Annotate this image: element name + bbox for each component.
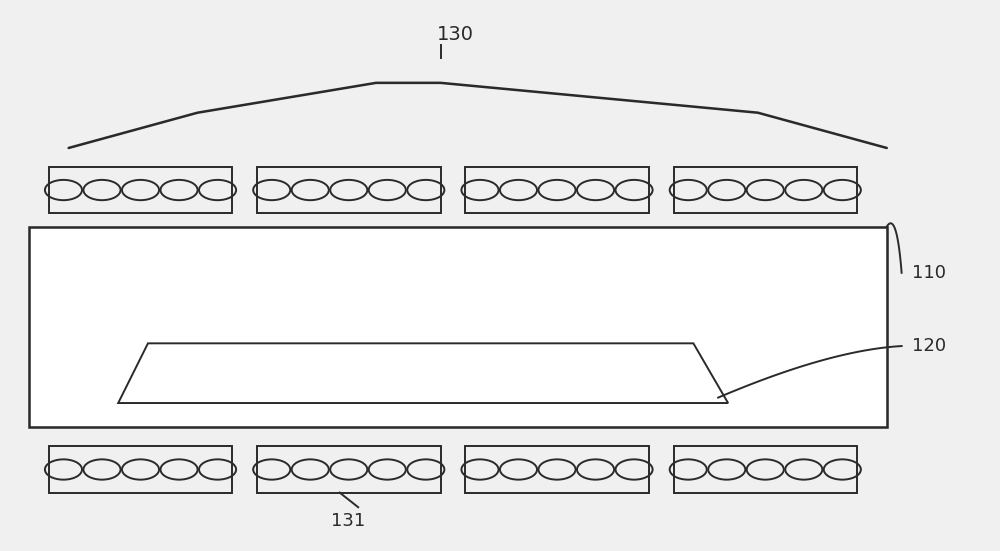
Text: 120: 120 xyxy=(912,337,946,355)
Polygon shape xyxy=(118,343,728,403)
Text: 131: 131 xyxy=(331,512,365,530)
Polygon shape xyxy=(29,226,887,428)
Text: 110: 110 xyxy=(912,264,946,282)
Text: 130: 130 xyxy=(437,24,474,44)
